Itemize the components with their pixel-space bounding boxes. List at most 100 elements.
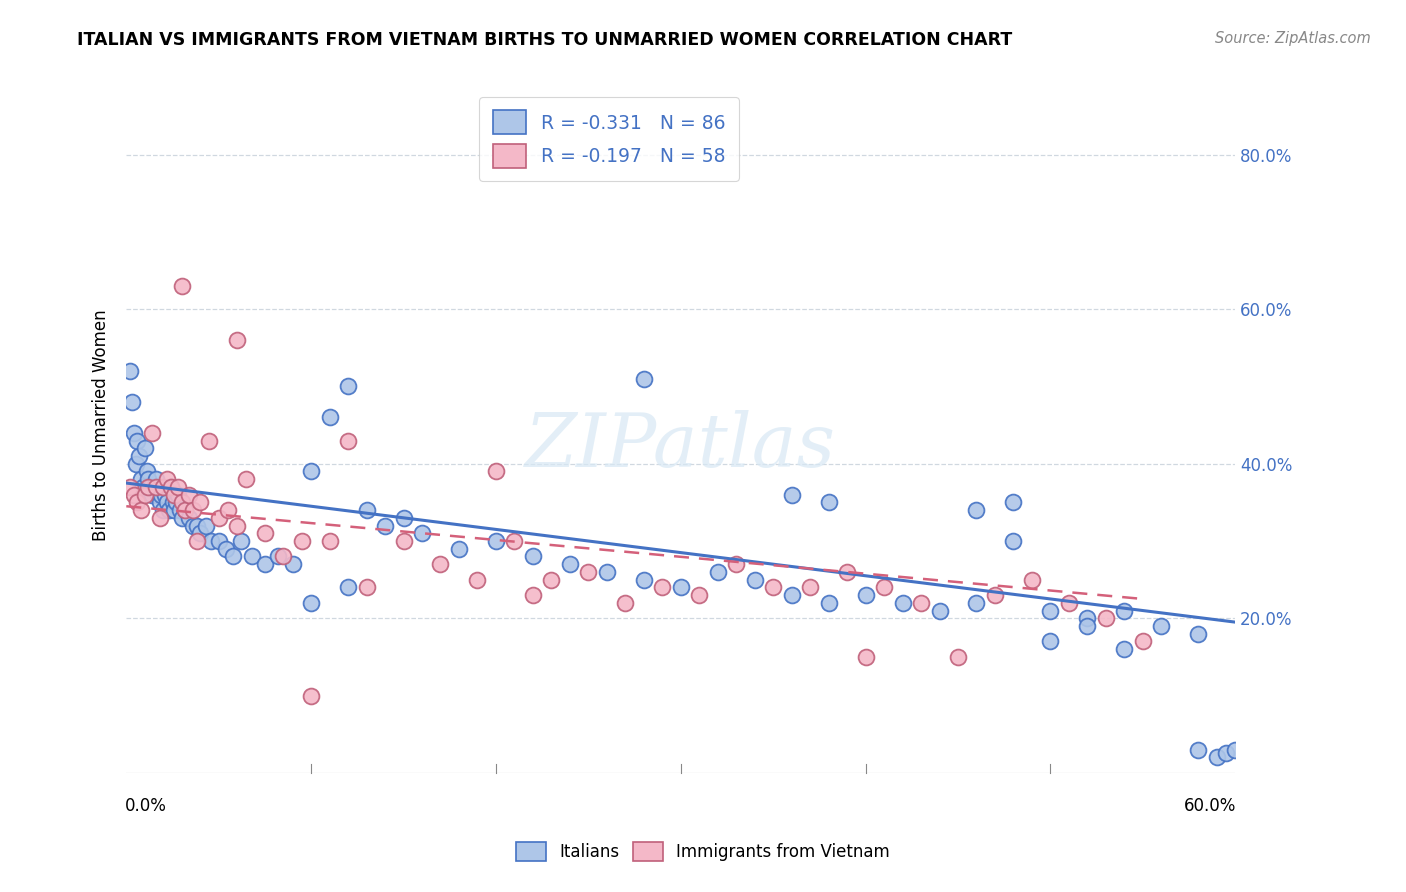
- Text: Source: ZipAtlas.com: Source: ZipAtlas.com: [1215, 31, 1371, 46]
- Point: [163, 503, 186, 517]
- Point: [132, 480, 155, 494]
- Point: [1002, 495, 1025, 509]
- Point: [1039, 634, 1062, 648]
- Point: [153, 488, 176, 502]
- Point: [118, 480, 141, 494]
- Point: [337, 434, 360, 448]
- Point: [946, 649, 969, 664]
- Point: [134, 442, 156, 456]
- Point: [188, 495, 211, 509]
- Point: [984, 588, 1007, 602]
- Point: [1114, 642, 1136, 657]
- Point: [318, 534, 340, 549]
- Point: [174, 503, 197, 517]
- Point: [1225, 742, 1247, 756]
- Point: [165, 495, 187, 509]
- Point: [159, 480, 181, 494]
- Point: [299, 689, 322, 703]
- Point: [299, 465, 322, 479]
- Point: [148, 495, 170, 509]
- Point: [411, 526, 433, 541]
- Point: [273, 549, 295, 564]
- Point: [229, 534, 252, 549]
- Point: [156, 472, 179, 486]
- Point: [392, 534, 415, 549]
- Point: [128, 449, 150, 463]
- Point: [281, 557, 304, 571]
- Point: [966, 596, 988, 610]
- Point: [576, 565, 599, 579]
- Point: [614, 596, 637, 610]
- Point: [780, 588, 803, 602]
- Point: [186, 534, 208, 549]
- Point: [157, 503, 180, 517]
- Point: [337, 379, 360, 393]
- Point: [392, 511, 415, 525]
- Point: [135, 465, 157, 479]
- Point: [188, 526, 211, 541]
- Point: [141, 425, 163, 440]
- Point: [503, 534, 526, 549]
- Point: [688, 588, 710, 602]
- Point: [139, 480, 162, 494]
- Point: [910, 596, 932, 610]
- Point: [122, 488, 145, 502]
- Point: [337, 580, 360, 594]
- Point: [200, 534, 222, 549]
- Point: [208, 534, 231, 549]
- Point: [170, 279, 193, 293]
- Legend: R = -0.331   N = 86, R = -0.197   N = 58: R = -0.331 N = 86, R = -0.197 N = 58: [479, 97, 740, 181]
- Point: [873, 580, 896, 594]
- Point: [522, 588, 544, 602]
- Point: [148, 511, 170, 525]
- Point: [928, 603, 950, 617]
- Point: [138, 480, 160, 494]
- Point: [141, 488, 163, 502]
- Point: [356, 580, 378, 594]
- Point: [299, 596, 322, 610]
- Point: [163, 488, 186, 502]
- Point: [222, 549, 245, 564]
- Point: [152, 480, 174, 494]
- Point: [1021, 573, 1043, 587]
- Point: [966, 503, 988, 517]
- Text: ITALIAN VS IMMIGRANTS FROM VIETNAM BIRTHS TO UNMARRIED WOMEN CORRELATION CHART: ITALIAN VS IMMIGRANTS FROM VIETNAM BIRTH…: [77, 31, 1012, 49]
- Point: [217, 503, 239, 517]
- Point: [1150, 619, 1173, 633]
- Point: [129, 503, 152, 517]
- Point: [146, 488, 169, 502]
- Point: [467, 573, 489, 587]
- Point: [150, 488, 173, 502]
- Point: [706, 565, 728, 579]
- Point: [633, 573, 655, 587]
- Point: [167, 480, 190, 494]
- Point: [891, 596, 914, 610]
- Point: [669, 580, 692, 594]
- Point: [485, 465, 508, 479]
- Point: [817, 495, 839, 509]
- Point: [1187, 626, 1209, 640]
- Point: [817, 596, 839, 610]
- Point: [138, 472, 160, 486]
- Point: [374, 518, 396, 533]
- Point: [1187, 742, 1209, 756]
- Point: [267, 549, 290, 564]
- Point: [596, 565, 619, 579]
- Point: [1132, 634, 1154, 648]
- Point: [429, 557, 451, 571]
- Point: [253, 557, 276, 571]
- Point: [1114, 603, 1136, 617]
- Point: [356, 503, 378, 517]
- Point: [1095, 611, 1118, 625]
- Point: [159, 480, 181, 494]
- Point: [762, 580, 785, 594]
- Point: [118, 364, 141, 378]
- Point: [725, 557, 748, 571]
- Point: [780, 488, 803, 502]
- Point: [145, 472, 167, 486]
- Point: [208, 511, 231, 525]
- Point: [124, 457, 146, 471]
- Point: [181, 518, 204, 533]
- Point: [253, 526, 276, 541]
- Point: [156, 495, 179, 509]
